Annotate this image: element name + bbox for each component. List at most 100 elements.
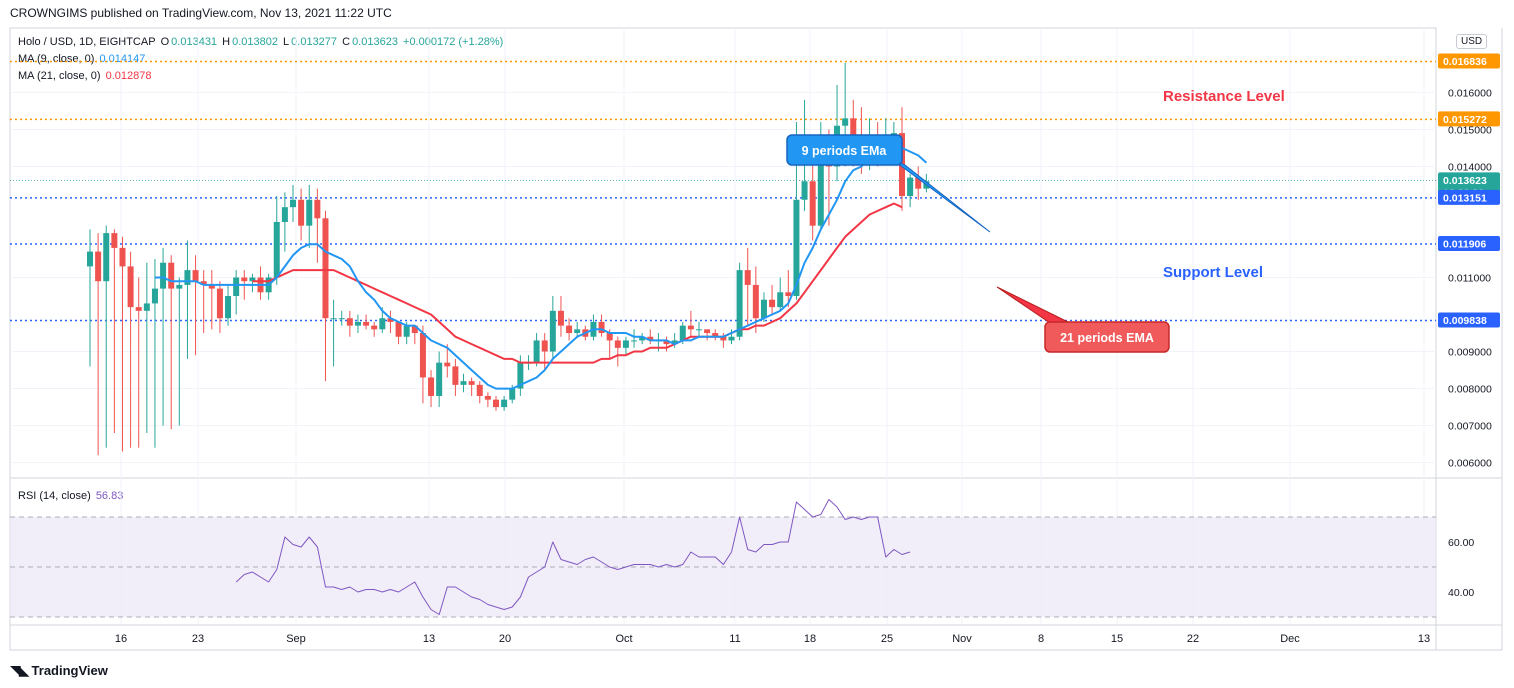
candle-body (639, 336, 646, 341)
price-label-text: 0.009838 (1443, 315, 1487, 327)
currency-button[interactable]: USD (1456, 34, 1488, 49)
candle-body (484, 395, 491, 400)
candle-body (103, 233, 110, 282)
candle-body (354, 321, 361, 326)
candle-body (184, 270, 191, 285)
y-tick-label: 0.006000 (1448, 458, 1492, 470)
candle-body (622, 340, 629, 348)
candle-body (428, 377, 435, 396)
price-label-text: 0.015272 (1443, 114, 1487, 126)
ema21-callout-pointer (996, 286, 1071, 324)
open-value: 0.013431 (171, 36, 218, 48)
candle-body (785, 292, 792, 297)
candle-body (176, 284, 183, 289)
candle-body (777, 292, 784, 308)
rsi-tick-label: 60.00 (1448, 537, 1474, 549)
rsi-tick-label: 40.00 (1448, 587, 1474, 599)
candle-body (338, 318, 345, 320)
candle-body (281, 207, 288, 222)
candle-body (160, 262, 167, 289)
rsi-line (235, 499, 911, 615)
candle-body (192, 270, 199, 282)
ma9-line (155, 143, 928, 390)
candle-body (151, 288, 158, 304)
price-label-box (1438, 235, 1500, 251)
candle-body (143, 303, 150, 311)
rsi-legend: RSI (14, close) 56.83 (18, 490, 125, 502)
candle-body (541, 340, 548, 352)
x-tick-label: 15 (1111, 633, 1123, 645)
candle-body (395, 321, 402, 337)
x-tick-label: 18 (804, 633, 816, 645)
candle-body (517, 362, 524, 389)
candle-body (663, 340, 670, 345)
candle-body (460, 381, 467, 385)
candle-body (793, 199, 800, 297)
candle-body (769, 299, 776, 308)
candle-body (687, 325, 694, 330)
candle-body (249, 277, 256, 282)
candle-body (549, 310, 556, 352)
open-label: O (160, 36, 170, 48)
candle-body (647, 336, 654, 341)
y-tick-label: 0.008000 (1448, 384, 1492, 396)
x-tick-label: Dec (1280, 633, 1300, 645)
candle-body (346, 318, 353, 326)
candle-body (704, 329, 711, 334)
candle-body (371, 325, 378, 330)
price-label-text: 0.011906 (1443, 238, 1486, 250)
candle-body (671, 340, 678, 345)
candle-body (298, 199, 305, 226)
x-tick-label: 13 (1418, 633, 1430, 645)
y-tick-label: 0.011000 (1448, 273, 1491, 285)
candle-body (557, 310, 564, 326)
resistance-level-label: Resistance Level (1163, 88, 1285, 105)
candle-body (208, 284, 215, 289)
support-level-label: Support Level (1163, 264, 1263, 281)
candle-body (379, 318, 386, 330)
high-value: 0.013802 (232, 36, 278, 48)
y-tick-label: 0.016000 (1448, 87, 1492, 99)
x-tick-label: Nov (952, 633, 972, 645)
ema9-callout-text: 9 periods EMa (802, 144, 888, 158)
candle-body (330, 318, 337, 320)
close-label: C (342, 36, 351, 48)
candle-body (452, 366, 459, 385)
x-tick-label: 22 (1187, 633, 1199, 645)
candle-body (606, 333, 613, 341)
candle-body (135, 307, 142, 311)
candle-body (801, 181, 808, 200)
candle-body (168, 262, 175, 289)
tradingview-logo[interactable]: ◥◣ TradingView (10, 662, 108, 679)
price-label-text: 0.016836 (1443, 56, 1487, 68)
x-tick-label: 11 (729, 633, 740, 645)
x-tick-label: 20 (499, 633, 511, 645)
candle-body (501, 399, 508, 408)
candle-body (614, 340, 621, 348)
ema21-callout-text: 21 periods EMA (1060, 331, 1154, 345)
x-tick-label: 25 (881, 633, 893, 645)
price-label-box (1438, 53, 1500, 69)
candle-body (533, 340, 540, 363)
x-tick-label: 13 (423, 633, 435, 645)
candle-body (728, 336, 735, 341)
low-value: 0.013277 (291, 36, 338, 48)
ma21-label: MA (21, close, 0) (18, 70, 101, 82)
candle-body (915, 177, 922, 189)
candle-body (631, 340, 638, 342)
price-label-box (1438, 189, 1500, 205)
candle-body (273, 221, 280, 278)
candle-body (119, 247, 126, 267)
candle-body (493, 399, 499, 408)
y-tick-label: 0.015000 (1448, 124, 1492, 136)
candle-body (736, 270, 743, 337)
candle-body (241, 277, 248, 282)
change-value: +0.000172 (+1.28%) (403, 36, 504, 48)
candle-body (720, 336, 727, 341)
candle-body (679, 325, 686, 341)
ema9-callout-box (786, 134, 903, 166)
candle-body (225, 296, 232, 319)
candle-body (842, 118, 849, 126)
candle-body (444, 362, 451, 367)
